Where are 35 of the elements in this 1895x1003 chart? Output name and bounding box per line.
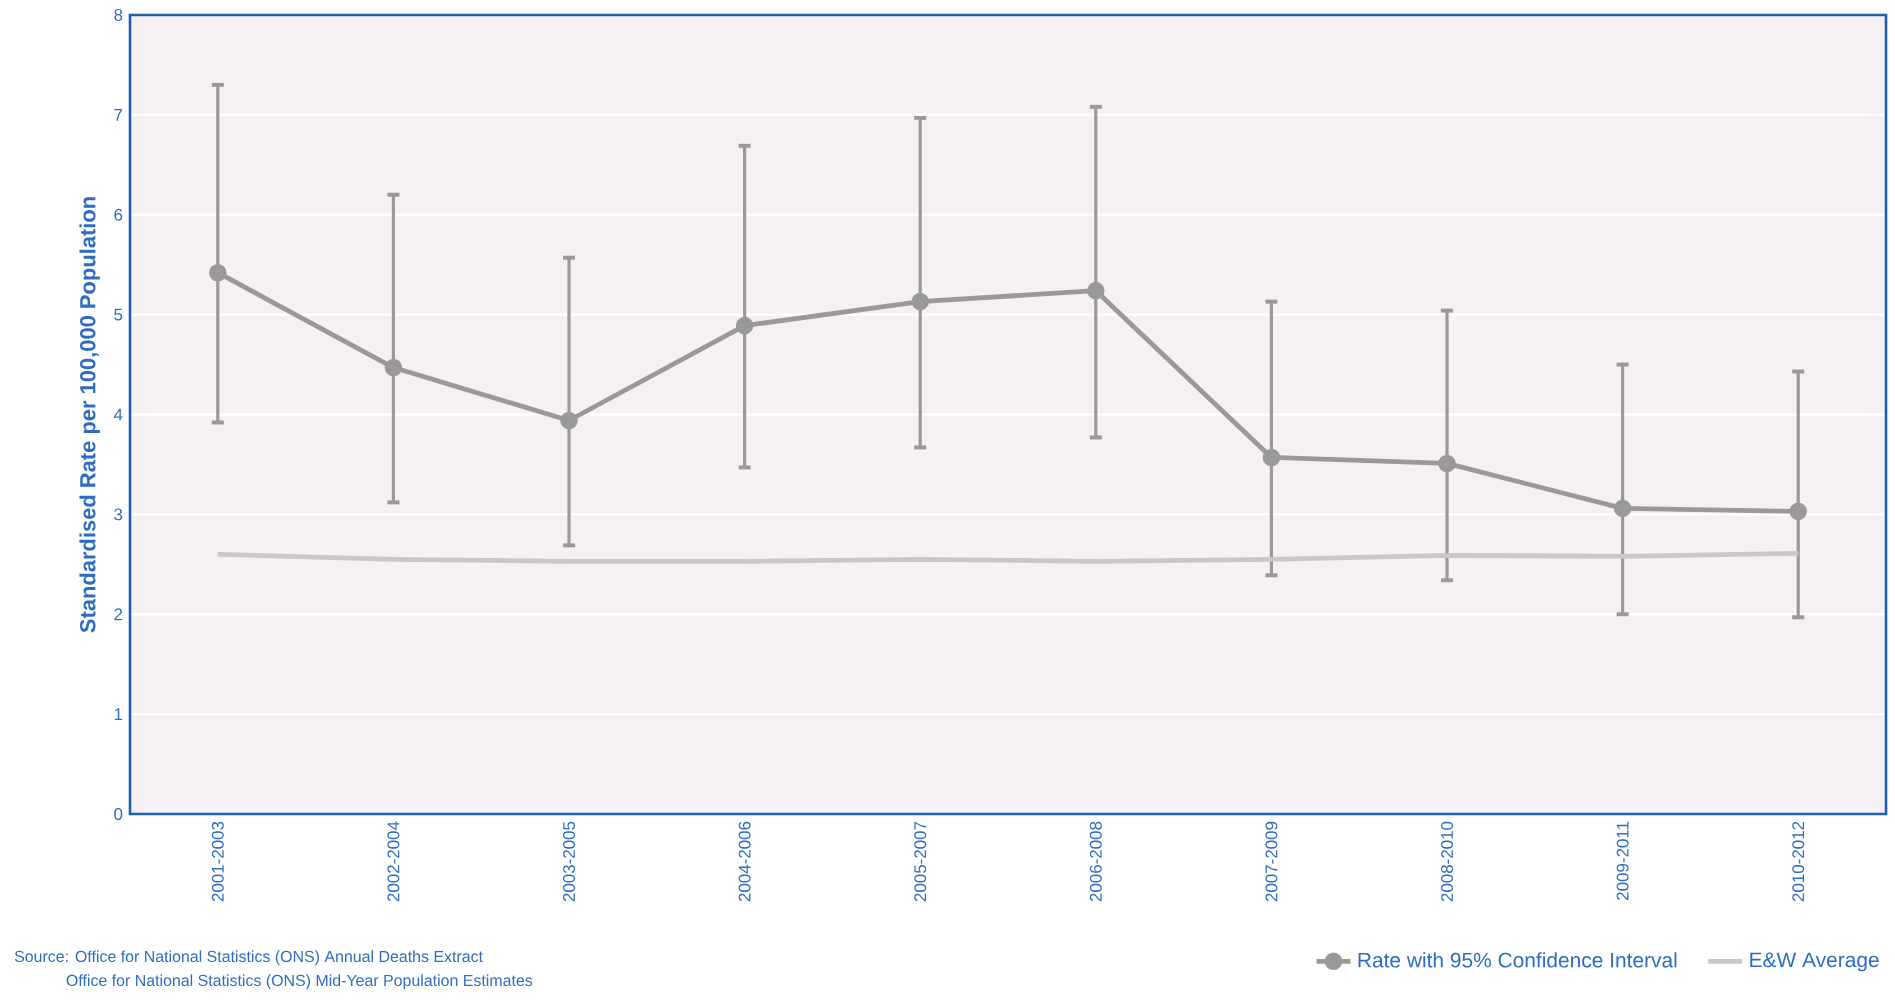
y-tick-label: 2 <box>114 608 123 621</box>
x-tick-label: 2008-2010 <box>1441 821 1453 902</box>
point <box>911 292 929 311</box>
line-series <box>215 550 1801 564</box>
y-tick-label: 7 <box>114 109 123 121</box>
point <box>1613 499 1632 518</box>
x-tick-label: 2009-2011 <box>1616 821 1629 900</box>
y-tick-label: 3 <box>114 508 123 521</box>
x-tick-label: 2007-2009 <box>1265 821 1278 902</box>
text: Office for National Statistics (ONS) Mid-Year Population Estimates <box>66 974 533 990</box>
x-tick-label: 2010-2012 <box>1792 821 1805 902</box>
point <box>384 358 403 377</box>
source-note: Source: Office for National Statistics (ONS) Annual Deaths Extract <box>14 950 483 966</box>
y-tick-label: 8 <box>114 9 123 21</box>
x-tick-label: 2005-2007 <box>914 821 927 902</box>
y-axis-title: Standardised Rate per 100,000 Population <box>79 197 100 633</box>
point <box>1087 281 1105 300</box>
point <box>735 316 754 335</box>
x-tick-label: 2001-2003 <box>211 821 224 902</box>
point <box>1262 448 1281 467</box>
point <box>1438 454 1456 473</box>
point <box>1789 502 1808 521</box>
x-tick-label: 2004-2006 <box>738 821 751 902</box>
y-tick-label: 6 <box>114 208 123 221</box>
y-tick-label: 0 <box>114 808 123 820</box>
point <box>209 263 227 282</box>
x-tick-label: 2006-2008 <box>1089 821 1102 902</box>
x-tick-label: 2002-2004 <box>387 821 400 902</box>
y-tick-label: 1 <box>114 708 123 720</box>
x-tick-label: 2003-2005 <box>563 821 575 902</box>
point <box>560 411 578 430</box>
legend-label: Rate with 95% Confidence Interval <box>1358 952 1677 968</box>
y-tick-label: 4 <box>113 408 123 421</box>
y-tick-label: 5 <box>114 308 123 321</box>
legend-label: E&W Average <box>1750 952 1879 972</box>
